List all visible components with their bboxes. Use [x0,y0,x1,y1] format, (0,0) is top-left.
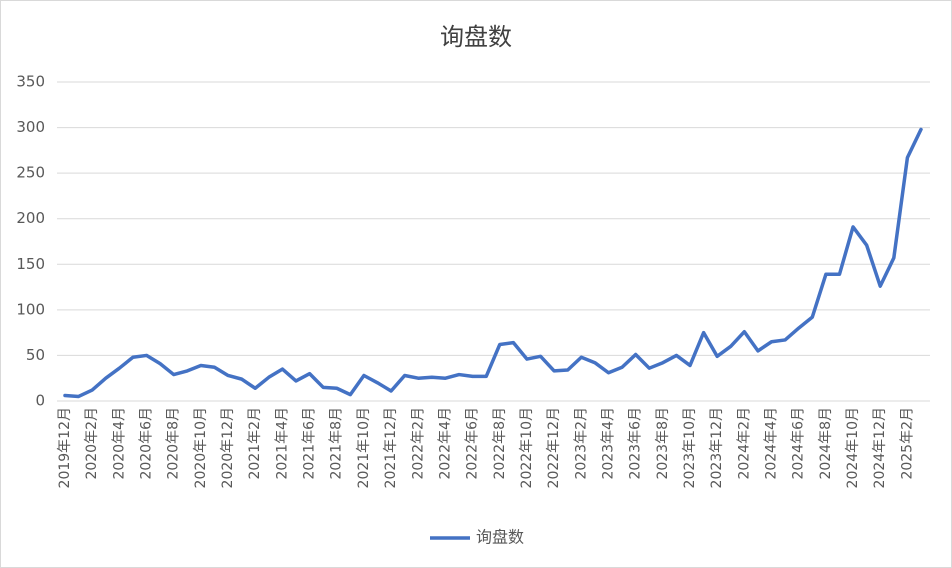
x-tick-label: 2023年10月 [682,407,698,488]
x-tick-label: 2023年4月 [600,407,616,480]
x-tick-label: 2024年10月 [845,407,861,488]
y-tick-label: 300 [16,118,45,136]
x-tick-label: 2021年2月 [247,407,263,480]
x-tick-label: 2020年6月 [139,407,155,480]
y-tick-label: 200 [16,209,45,227]
legend-label: 询盘数 [476,528,524,547]
x-tick-label: 2023年12月 [709,407,725,488]
x-tick-label: 2020年4月 [111,407,127,480]
x-tick-label: 2024年6月 [791,407,807,480]
chart-title: 询盘数 [440,23,512,51]
y-tick-label: 250 [16,164,45,182]
x-tick-label: 2020年12月 [220,407,236,488]
x-tick-label: 2021年10月 [356,407,372,488]
x-tick-label: 2021年4月 [274,407,290,480]
x-tick-label: 2023年2月 [573,407,589,480]
x-tick-label: 2019年12月 [57,407,73,488]
line [63,127,923,399]
y-tick-label: 350 [16,73,45,91]
x-tick-label: 2021年12月 [383,407,399,488]
x-tick-label: 2021年6月 [302,407,318,480]
y-tick-label: 0 [35,392,45,410]
y-tick-label: 50 [26,346,45,364]
x-tick-label: 2020年2月 [84,407,100,480]
x-tick-label: 2020年8月 [166,407,182,480]
x-tick-label: 2022年4月 [437,407,453,480]
x-tick-label: 2023年6月 [628,407,644,480]
y-tick-label: 100 [16,300,45,318]
x-tick-label: 2022年10月 [519,407,535,488]
x-tick-label: 2021年8月 [329,407,345,480]
x-tick-label: 2023年8月 [655,407,671,480]
x-tick-label: 2024年8月 [818,407,834,480]
y-tick-label: 150 [16,255,45,273]
x-tick-label: 2025年2月 [899,407,915,480]
x-tick-label: 2022年12月 [546,407,562,488]
x-tick-label: 2022年8月 [492,407,508,480]
x-tick-label: 2022年6月 [465,407,481,480]
x-tick-label: 2024年12月 [872,407,888,488]
x-tick-label: 2020年10月 [193,407,209,488]
x-tick-label: 2022年2月 [410,407,426,480]
x-tick-label: 2024年2月 [736,407,752,480]
x-tick-label: 2024年4月 [764,407,780,480]
